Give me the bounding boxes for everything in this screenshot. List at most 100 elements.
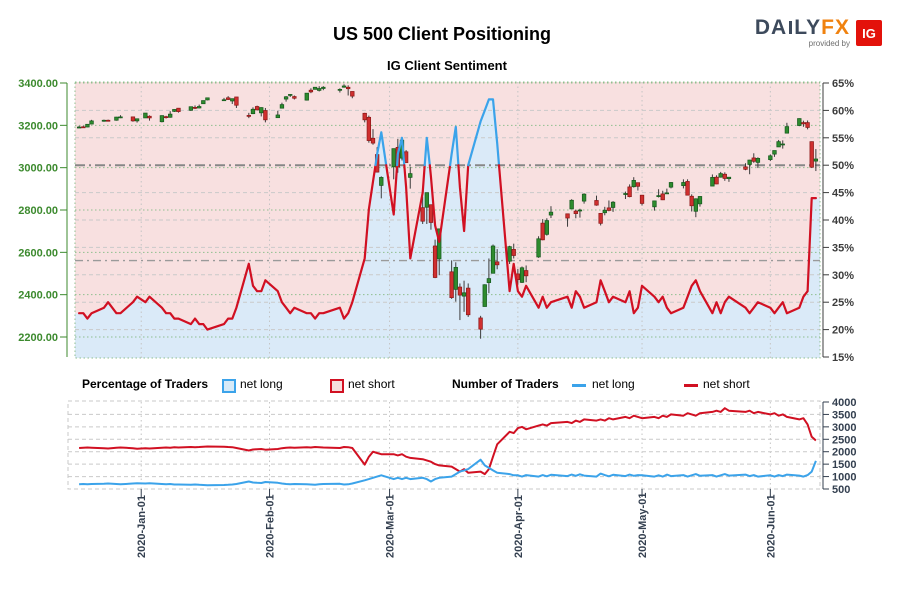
candle-down	[176, 107, 181, 112]
candle-up	[424, 192, 429, 208]
sentiment-line	[77, 98, 818, 331]
candle-up	[275, 114, 280, 119]
net-long-count-line	[79, 458, 817, 487]
candle-up	[230, 98, 235, 102]
candle-up	[577, 209, 583, 212]
candle-down	[81, 126, 86, 129]
candle-down	[192, 106, 198, 109]
candle-up	[664, 192, 670, 195]
candle-up	[379, 177, 384, 186]
candle-up	[486, 278, 492, 283]
price-tick-label: 2200.00	[18, 332, 58, 344]
candle-up	[652, 200, 657, 208]
net-short-count-dash-icon	[684, 384, 698, 387]
candle-up	[610, 201, 616, 208]
candle-up	[391, 148, 396, 168]
candle-down	[495, 261, 500, 266]
net-short-majority-segment	[385, 164, 399, 216]
candle-down	[722, 173, 727, 179]
candle-up	[341, 85, 347, 88]
legend-number-of-traders-label: Number of Traders	[452, 377, 559, 391]
price-candles	[76, 84, 819, 339]
candle-up	[490, 245, 496, 274]
date-tick-label: 2020-Mar-01	[385, 494, 397, 558]
candle-up	[221, 99, 227, 102]
candle-down	[366, 116, 372, 141]
candle-down	[428, 204, 434, 223]
count-tick-label: 1000	[832, 472, 856, 484]
net-long-majority-segment	[467, 98, 501, 167]
candle-down	[457, 286, 463, 296]
candle-up	[159, 115, 165, 123]
price-tick-label: 2400.00	[18, 290, 58, 302]
candle-down	[478, 317, 483, 330]
percent-tick-label: 30%	[832, 270, 854, 282]
candle-down	[370, 137, 376, 144]
candle-down	[598, 213, 603, 224]
net-short-majority-segment	[497, 164, 818, 315]
candle-up	[197, 106, 202, 109]
candle-down	[254, 106, 260, 111]
candle-down	[362, 112, 367, 121]
candle-up	[776, 141, 781, 148]
net-long-majority-segment	[396, 136, 406, 167]
count-tick-label: 500	[832, 484, 850, 496]
candle-up	[623, 193, 628, 195]
price-tick-label: 2800.00	[18, 205, 58, 217]
candle-up	[337, 88, 343, 91]
candle-up	[114, 116, 119, 121]
candle-up	[747, 159, 752, 165]
candle-down	[751, 157, 756, 162]
candle-up	[772, 150, 777, 155]
candle-down	[163, 116, 169, 119]
candle-up	[718, 173, 723, 178]
candle-up	[461, 292, 467, 297]
candle-up	[797, 118, 802, 126]
percent-tick-label: 55%	[832, 133, 854, 145]
price-tick-label: 3200.00	[18, 120, 58, 132]
candle-up	[188, 106, 194, 111]
candle-up	[205, 97, 210, 101]
candle-up	[681, 182, 686, 187]
top-grid	[74, 81, 821, 359]
date-tick-label: 2020-Jan-01	[136, 495, 148, 558]
candle-up	[602, 209, 607, 214]
legend-count-net-long-label: net long	[592, 377, 635, 391]
candle-up	[304, 92, 309, 101]
candle-down	[105, 119, 111, 122]
dailyfx-wordmark: DA LY FX provided by	[755, 16, 850, 48]
logo-text-ly: LY	[794, 16, 822, 39]
candle-up	[312, 86, 318, 90]
date-tick-label: 2020-Jun-01	[765, 494, 777, 558]
candle-up	[536, 238, 541, 258]
candle-down	[685, 181, 690, 196]
legend-pct-net-short-label: net short	[348, 377, 395, 391]
candle-up	[453, 267, 458, 290]
candle-up	[118, 116, 123, 119]
candle-down	[606, 207, 612, 211]
candle-down	[130, 116, 136, 122]
candle-up	[143, 112, 148, 119]
legend-percentage-of-traders-label: Percentage of Traders	[82, 377, 209, 391]
percent-tick-label: 45%	[832, 188, 854, 200]
candle-up	[250, 108, 256, 115]
candle-up	[755, 158, 761, 163]
date-tick-label: 2020-Feb-01	[265, 494, 277, 558]
candle-up	[656, 195, 661, 197]
chart-subtitle: IG Client Sentiment	[387, 58, 507, 73]
count-tick-label: 2500	[832, 434, 856, 446]
candle-up	[408, 173, 413, 178]
net-long-percent-swatch-icon	[222, 379, 236, 393]
logo-provided-by: provided by	[808, 39, 850, 48]
net-long-majority-segment	[423, 136, 431, 167]
candle-down	[308, 89, 314, 93]
candle-up	[482, 284, 487, 307]
net-short-percent-swatch-icon	[330, 379, 344, 393]
percent-tick-label: 40%	[832, 215, 854, 227]
candle-up	[85, 123, 90, 128]
candle-up	[710, 177, 715, 187]
count-tick-label: 2000	[832, 447, 856, 459]
candle-up	[89, 120, 94, 125]
